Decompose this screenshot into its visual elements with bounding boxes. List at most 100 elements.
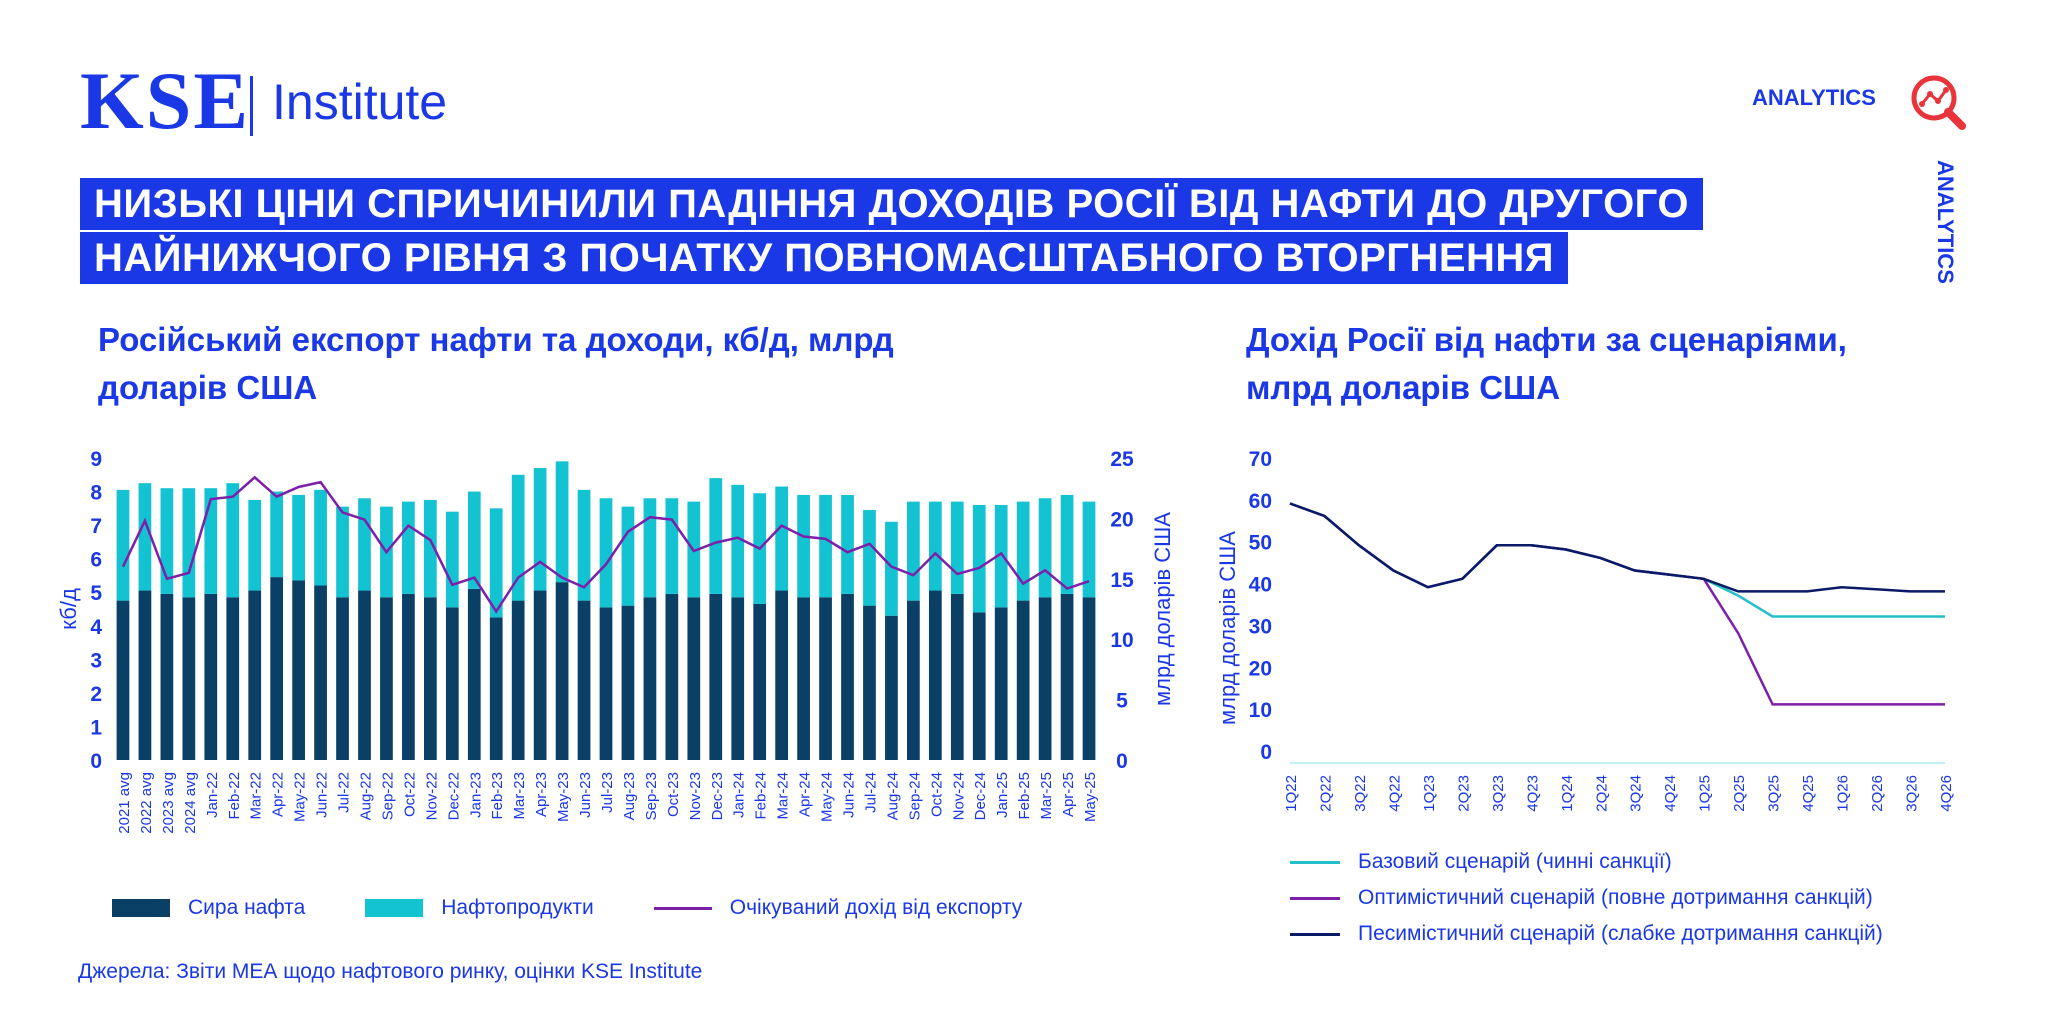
left-y2-tick: 20 bbox=[1110, 508, 1133, 531]
left-x-tick: Jan-24 bbox=[731, 772, 748, 818]
crude-bar bbox=[1038, 597, 1052, 760]
crude-bar bbox=[423, 597, 437, 760]
right-y-tick: 20 bbox=[1249, 657, 1272, 680]
products-bar bbox=[248, 499, 262, 591]
left-x-tick: May-22 bbox=[292, 772, 309, 822]
analytics-label: ANALYTICS bbox=[1752, 85, 1876, 110]
right-chart-title: Дохід Росії від нафти за сценаріями, млр… bbox=[1246, 316, 1847, 412]
left-x-tick: Feb-24 bbox=[753, 772, 770, 820]
right-x-tick: 4Q22 bbox=[1386, 775, 1403, 812]
right-x-tick: 3Q23 bbox=[1490, 775, 1507, 812]
left-y-tick: 3 bbox=[90, 649, 102, 672]
crude-bar bbox=[467, 588, 481, 760]
products-bar bbox=[994, 504, 1008, 608]
crude-bar bbox=[402, 593, 415, 760]
legend-swatch-crude bbox=[112, 899, 170, 917]
products-bar bbox=[402, 501, 415, 594]
left-x-tick: Aug-23 bbox=[621, 772, 638, 820]
source-note: Джерела: Звіти МЕА щодо нафтового ринку,… bbox=[78, 960, 703, 983]
right-x-tick: 2Q25 bbox=[1731, 775, 1748, 812]
revenue-line bbox=[121, 475, 1090, 614]
products-bar bbox=[555, 461, 569, 583]
crude-bar bbox=[204, 593, 218, 760]
right-y-tick: 30 bbox=[1249, 615, 1272, 638]
right-x-tick: 4Q24 bbox=[1662, 775, 1679, 812]
crude-bar bbox=[753, 603, 767, 760]
left-x-tick: Jun-23 bbox=[577, 772, 594, 818]
left-x-tick: Jun-22 bbox=[314, 772, 331, 818]
crude-bar bbox=[1016, 600, 1030, 760]
crude-bar bbox=[489, 617, 503, 760]
products-bar bbox=[270, 491, 284, 578]
left-y-tick: 4 bbox=[90, 616, 102, 639]
left-x-tick: Jan-23 bbox=[467, 772, 484, 818]
crude-bar bbox=[445, 607, 459, 760]
products-bar bbox=[489, 508, 503, 618]
left-x-tick: Apr-25 bbox=[1060, 772, 1077, 817]
products-bar bbox=[621, 506, 635, 606]
crude-bar bbox=[270, 577, 284, 760]
right-y-tick: 10 bbox=[1249, 699, 1272, 722]
left-y2-tick: 10 bbox=[1110, 629, 1133, 652]
logo-divider bbox=[250, 76, 253, 136]
left-x-tick: 2024 avg bbox=[182, 772, 199, 834]
crude-bar bbox=[314, 585, 327, 760]
left-x-tick: Jul-24 bbox=[862, 772, 879, 813]
left-x-tick: Oct-24 bbox=[928, 772, 945, 817]
left-x-tick: Sep-24 bbox=[906, 772, 923, 820]
left-x-tick: Oct-23 bbox=[665, 772, 682, 817]
legend-label-crude: Сира нафта bbox=[188, 896, 306, 919]
crude-bar bbox=[160, 593, 174, 760]
crude-bar bbox=[511, 600, 525, 760]
left-y2-tick: 0 bbox=[1116, 750, 1128, 773]
crude-bar bbox=[907, 600, 920, 760]
legend-item-pessimistic: Песимістичний сценарій (слабке дотриманн… bbox=[1290, 922, 1883, 946]
right-y-tick: 50 bbox=[1249, 532, 1272, 555]
headline-line-2: НАЙНИЖЧОГО РІВНЯ З ПОЧАТКУ ПОВНОМАСШТАБН… bbox=[80, 232, 1569, 284]
products-bar bbox=[863, 510, 876, 606]
legend-label-base: Базовий сценарій (чинні санкції) bbox=[1358, 850, 1672, 873]
left-y-tick: 9 bbox=[90, 448, 102, 471]
crude-bar bbox=[116, 600, 130, 760]
products-bar bbox=[1038, 498, 1052, 598]
products-bar bbox=[1082, 501, 1096, 598]
left-x-tick: Feb-25 bbox=[1016, 772, 1033, 820]
crude-bar bbox=[731, 597, 745, 760]
crude-bar bbox=[336, 597, 349, 760]
right-y-tick: 0 bbox=[1260, 741, 1272, 764]
right-x-tick: 2Q23 bbox=[1455, 775, 1472, 812]
left-chart-title: Російський експорт нафти та доходи, кб/д… bbox=[98, 316, 894, 412]
products-bar bbox=[204, 488, 218, 594]
optimistic-scenario-line bbox=[1289, 502, 1945, 706]
legend-label-pessimistic: Песимістичний сценарій (слабке дотриманн… bbox=[1358, 922, 1883, 945]
left-x-tick: Feb-22 bbox=[226, 772, 243, 820]
right-x-tick: 3Q25 bbox=[1766, 775, 1783, 812]
products-bar bbox=[907, 501, 920, 601]
products-bar bbox=[841, 494, 854, 594]
left-y-tick: 6 bbox=[90, 549, 102, 572]
left-x-tick: Mar-23 bbox=[511, 772, 528, 820]
left-x-tick: 2023 avg bbox=[160, 772, 177, 834]
left-y-tick: 2 bbox=[90, 683, 102, 706]
left-x-tick: Nov-23 bbox=[687, 772, 704, 820]
left-y2-tick: 15 bbox=[1110, 569, 1134, 592]
legend-swatch-base bbox=[1290, 860, 1340, 864]
left-x-tick: Sep-23 bbox=[643, 772, 660, 820]
right-x-tick: 1Q26 bbox=[1835, 775, 1852, 812]
right-x-tick: 2Q24 bbox=[1593, 775, 1610, 812]
left-y-tick: 5 bbox=[90, 582, 102, 605]
left-x-tick: May-24 bbox=[819, 772, 836, 822]
products-bar bbox=[599, 498, 613, 608]
products-bar bbox=[1060, 494, 1074, 594]
products-bar bbox=[819, 494, 832, 598]
base-scenario-line bbox=[1289, 502, 1945, 618]
products-bar bbox=[665, 498, 679, 594]
products-bar bbox=[577, 489, 591, 601]
crude-bar bbox=[950, 593, 964, 760]
left-x-tick: May-23 bbox=[555, 772, 572, 822]
left-x-tick: Feb-23 bbox=[489, 772, 506, 820]
legend-item-crude: Сира нафта bbox=[112, 896, 305, 920]
products-bar bbox=[314, 489, 327, 586]
right-x-tick: 3Q24 bbox=[1628, 775, 1645, 812]
right-y-tick: 70 bbox=[1249, 448, 1272, 471]
